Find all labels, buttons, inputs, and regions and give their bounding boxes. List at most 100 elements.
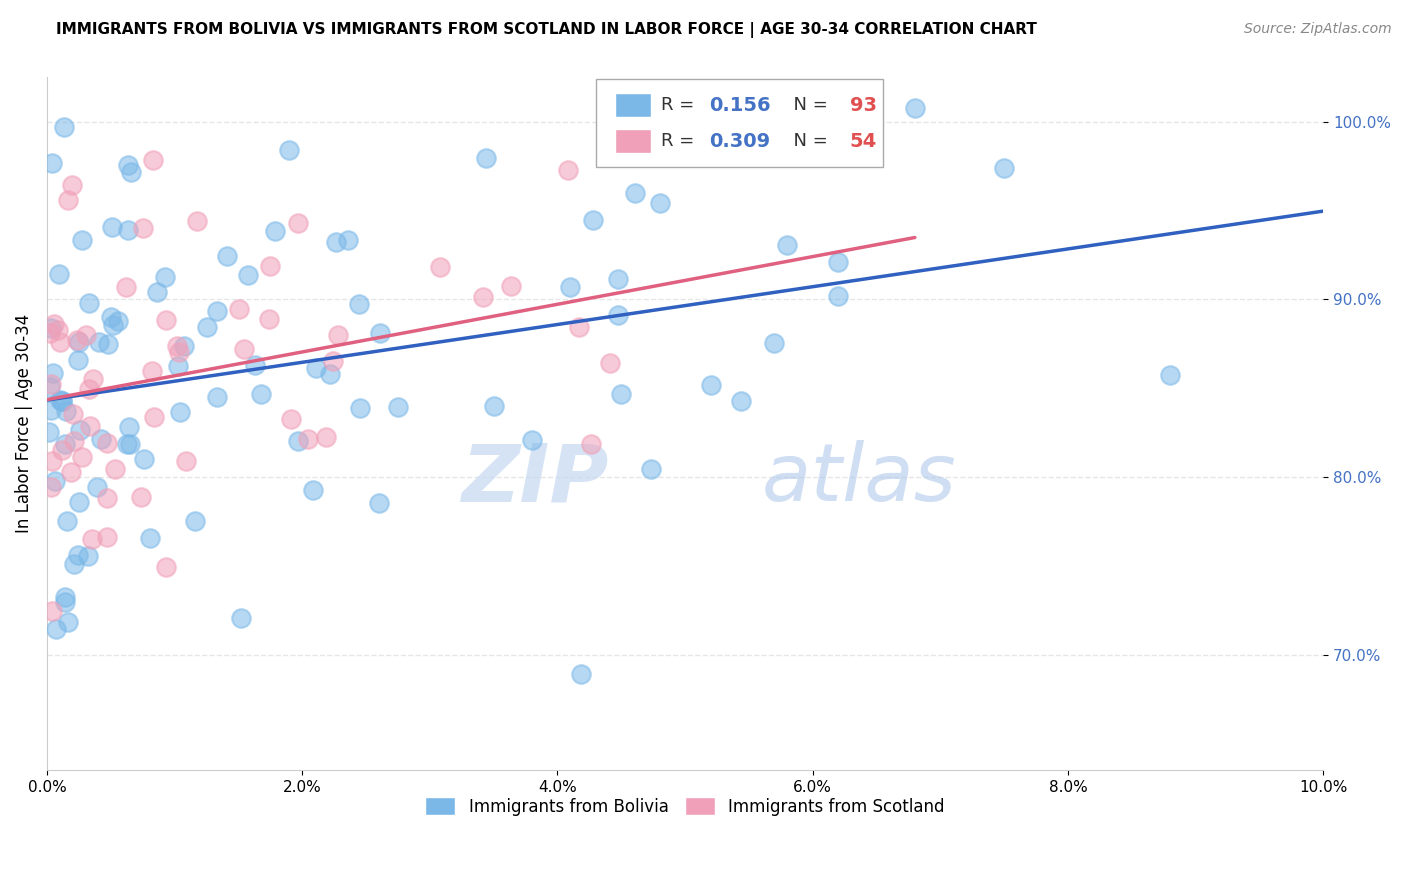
Point [107, 314, 129, 328]
Point [610, 387, 633, 401]
Point [287, 434, 309, 448]
Y-axis label: In Labor Force | Age 30-34: In Labor Force | Age 30-34 [15, 314, 32, 533]
Text: N =: N = [782, 132, 834, 150]
Point [776, 238, 799, 252]
Point [97, 337, 120, 351]
Point [143, 409, 166, 424]
Point [215, 249, 238, 263]
Point [280, 411, 302, 425]
Point [730, 394, 752, 409]
Point [560, 280, 582, 294]
Point [55, 403, 77, 417]
Point [475, 152, 498, 166]
Point [297, 432, 319, 446]
Point [648, 195, 671, 210]
Point [42, 318, 65, 332]
Point [763, 335, 786, 350]
Point [624, 186, 647, 200]
Point [257, 312, 280, 326]
Point [631, 112, 654, 126]
Point [117, 222, 139, 236]
FancyBboxPatch shape [614, 128, 651, 153]
Point [606, 308, 628, 322]
Point [166, 359, 188, 373]
Point [205, 391, 228, 405]
Point [67, 495, 90, 509]
Point [53, 595, 76, 609]
Point [520, 433, 543, 447]
Point [87, 334, 110, 349]
Point [41, 454, 63, 468]
Point [139, 531, 162, 545]
Point [827, 255, 849, 269]
Point [41, 156, 63, 170]
Point [45, 622, 67, 636]
Text: 54: 54 [849, 132, 877, 151]
Point [429, 260, 451, 274]
Point [90, 432, 112, 446]
Point [146, 285, 169, 299]
Text: 0.156: 0.156 [710, 95, 770, 115]
FancyBboxPatch shape [614, 93, 651, 118]
Point [70, 234, 93, 248]
Point [66, 353, 89, 368]
Point [56, 515, 79, 529]
Point [186, 213, 208, 227]
Text: ZIP: ZIP [461, 440, 609, 518]
Point [39, 480, 62, 494]
Point [62, 557, 84, 571]
Point [368, 495, 391, 509]
Point [77, 382, 100, 396]
Point [117, 158, 139, 172]
Point [132, 220, 155, 235]
Point [51, 443, 73, 458]
Point [51, 394, 73, 409]
Point [1159, 368, 1181, 382]
Point [195, 320, 218, 334]
Point [259, 259, 281, 273]
Point [118, 420, 141, 434]
Point [245, 358, 267, 372]
Point [482, 399, 505, 413]
Point [472, 290, 495, 304]
Point [169, 405, 191, 419]
Point [277, 143, 299, 157]
Point [75, 327, 97, 342]
Point [52, 120, 75, 134]
Point [66, 548, 89, 562]
Point [60, 178, 83, 193]
Point [39, 379, 62, 393]
Point [301, 483, 323, 497]
Point [53, 437, 76, 451]
Point [827, 289, 849, 303]
Point [77, 296, 100, 310]
Point [699, 378, 721, 392]
Point [62, 408, 84, 422]
Point [41, 377, 63, 392]
Point [39, 402, 62, 417]
Point [86, 480, 108, 494]
Point [582, 213, 605, 227]
Point [58, 615, 80, 629]
Point [579, 437, 602, 451]
Point [38, 326, 60, 340]
Point [305, 361, 328, 376]
Text: R =: R = [661, 132, 700, 150]
Point [39, 320, 62, 334]
Point [115, 437, 138, 451]
Point [80, 533, 103, 547]
Point [557, 163, 579, 178]
Point [322, 353, 344, 368]
Point [568, 320, 591, 334]
Point [337, 233, 360, 247]
Text: N =: N = [782, 96, 834, 114]
Point [904, 102, 927, 116]
Point [499, 279, 522, 293]
Point [141, 364, 163, 378]
Point [76, 549, 98, 563]
Point [67, 334, 90, 349]
Point [103, 318, 125, 332]
Point [48, 335, 70, 350]
Point [44, 475, 66, 489]
Legend: Immigrants from Bolivia, Immigrants from Scotland: Immigrants from Bolivia, Immigrants from… [418, 789, 953, 824]
